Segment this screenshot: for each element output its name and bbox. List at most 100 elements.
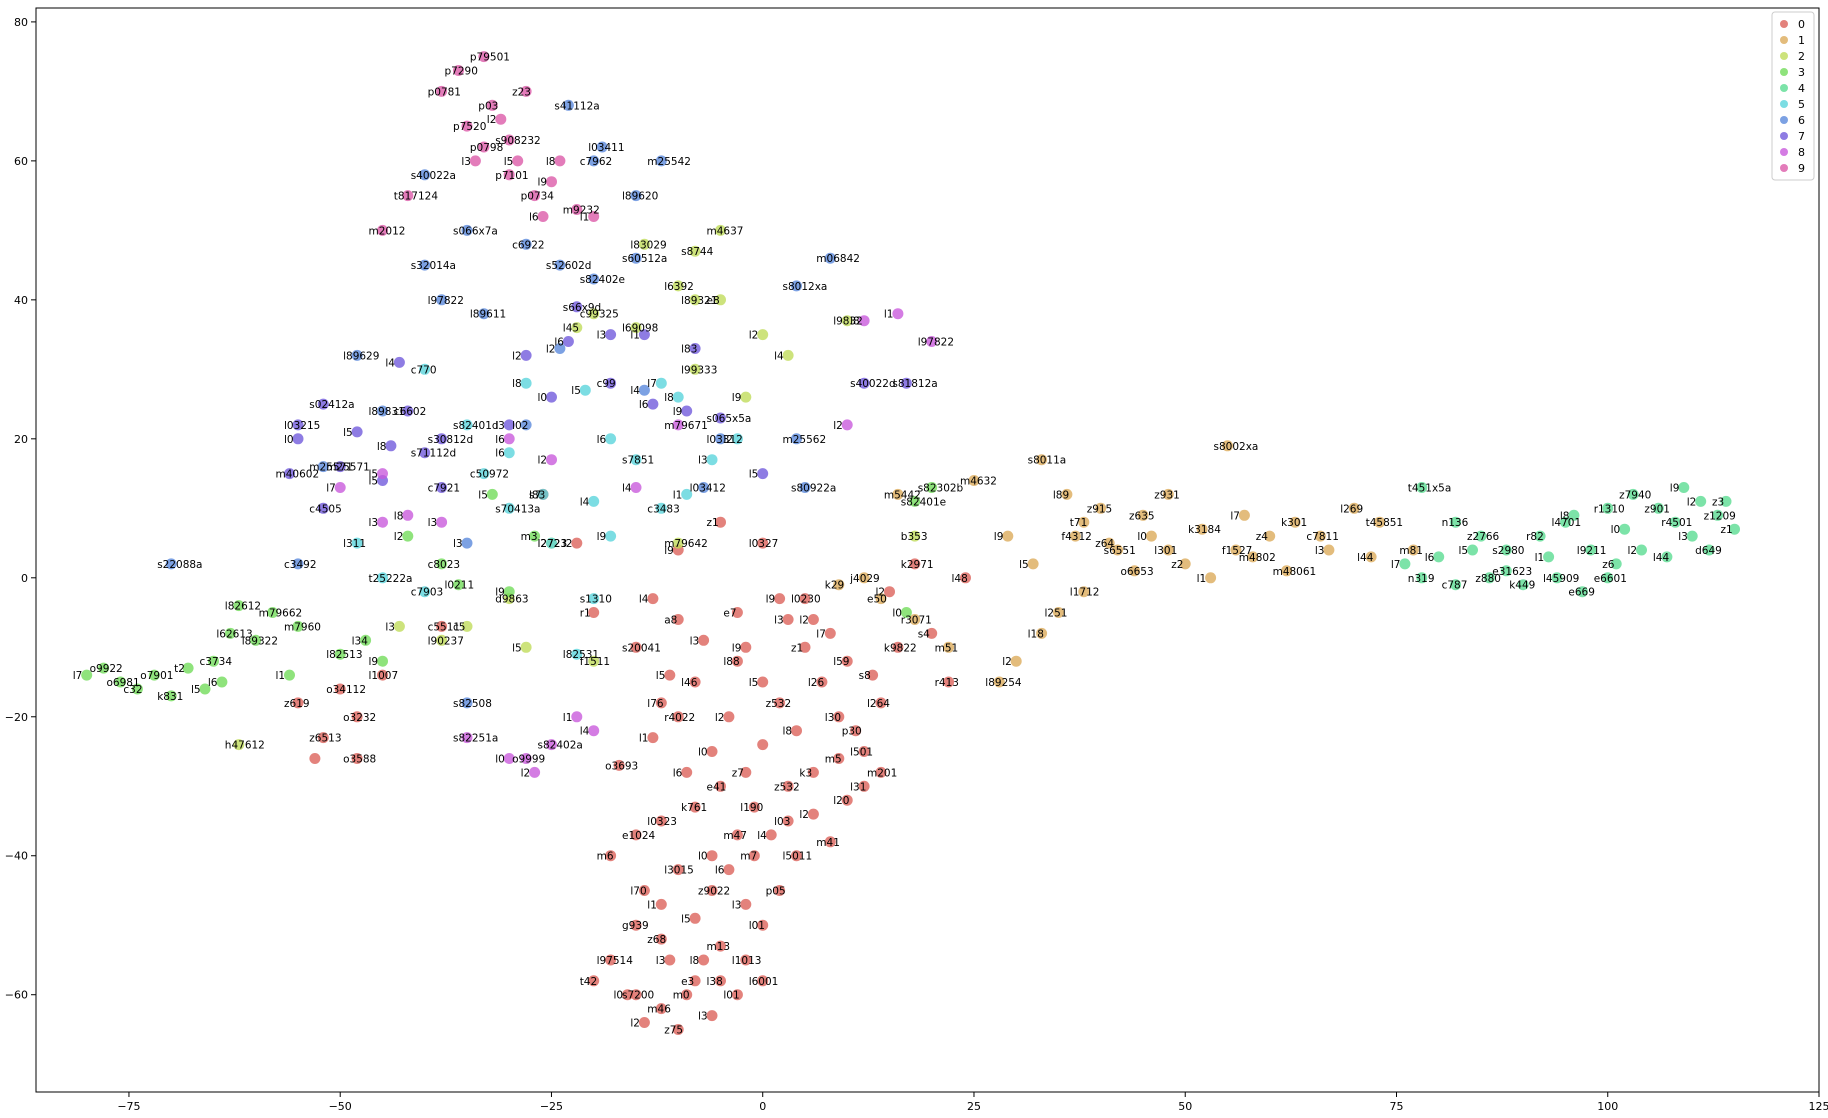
point-s1-6 xyxy=(1137,509,1149,521)
point-s4-4 xyxy=(1534,530,1546,542)
point-s0-26 xyxy=(706,885,718,896)
point-label-s7-19: s66x9d xyxy=(563,302,601,314)
point-label-s2-10: m4637 xyxy=(707,225,744,237)
point-label-s0-36: l26 xyxy=(808,677,825,689)
legend-label-7: 7 xyxy=(1798,130,1805,143)
point-s6-18 xyxy=(478,308,490,320)
y-tick-label-3: 0 xyxy=(21,572,28,585)
point-label-s0-14: l46 xyxy=(681,677,698,689)
point-s9-5 xyxy=(453,65,464,76)
point-s0-34 xyxy=(850,725,862,737)
point-s1-39 xyxy=(1323,544,1335,556)
point-label-s2-22: l9832 xyxy=(833,316,863,328)
point-s0-29 xyxy=(824,836,836,848)
point-label-s1-39: l3 xyxy=(1315,545,1325,557)
point-label-s1-12: c7811 xyxy=(1306,531,1339,543)
point-label-s0-25: m6 xyxy=(597,851,614,863)
point-label-s0-47: t42 xyxy=(580,976,597,988)
point-s2-9 xyxy=(588,308,600,320)
legend-marker-5 xyxy=(1780,100,1788,108)
point-s0-80 xyxy=(571,537,583,549)
point-s7-15 xyxy=(858,377,870,389)
point-s0-51 xyxy=(706,1010,718,1022)
point-s0-48 xyxy=(630,989,642,1001)
point-s7-5 xyxy=(402,405,414,417)
point-label-s3-5: o7901 xyxy=(140,670,173,682)
point-s0-59 xyxy=(757,919,769,931)
point-label-s6-14: m06842 xyxy=(816,253,860,265)
point-label-s9-2: s908232 xyxy=(495,135,541,147)
point-s0-43 xyxy=(960,572,971,584)
point-s1-11 xyxy=(1289,516,1301,528)
point-s3-25 xyxy=(81,669,93,681)
point-label-s8-17: l3 xyxy=(369,517,379,529)
point-s1-10 xyxy=(1264,530,1276,542)
point-label-s2-3: l90237 xyxy=(428,635,464,647)
point-label-s3-8: c32 xyxy=(123,684,142,696)
point-label-s5-6: l6 xyxy=(597,434,607,446)
point-s3-15 xyxy=(436,558,448,570)
point-label-s0-41: l2 xyxy=(876,587,886,599)
point-label-s1-0: s8002xa xyxy=(1214,441,1259,453)
point-label-s9-3: z23 xyxy=(512,86,531,98)
point-s4-15 xyxy=(1636,544,1647,556)
point-label-s0-61: l70 xyxy=(630,886,646,898)
point-label-s4-5: l4701 xyxy=(1552,517,1582,529)
point-label-s2-17: c5 xyxy=(453,621,465,633)
point-s0-75 xyxy=(672,614,684,625)
point-s1-32 xyxy=(1162,544,1174,556)
point-label-s9-6: p0781 xyxy=(428,86,461,98)
point-s4-5 xyxy=(1560,516,1571,528)
point-label-s0-29: m41 xyxy=(816,837,840,849)
point-label-s9-12: m9232 xyxy=(563,205,600,217)
point-label-s3-9: t2 xyxy=(174,663,185,675)
point-label-s0-53: l01 xyxy=(723,990,739,1002)
legend-marker-2 xyxy=(1780,52,1788,60)
x-tick-label-1: −50 xyxy=(329,1100,352,1113)
point-s9-0 xyxy=(377,224,388,236)
point-label-s0-81: s7 xyxy=(529,489,541,501)
point-s8-11 xyxy=(672,419,684,431)
legend-marker-7 xyxy=(1780,132,1788,140)
point-s9-3 xyxy=(520,85,532,97)
point-label-s3-1: l89322 xyxy=(242,635,278,647)
point-label-s1-27: e50 xyxy=(867,594,887,606)
point-label-s8-9: l6 xyxy=(495,434,505,446)
point-s7-27 xyxy=(681,405,693,417)
point-label-s1-3: l5 xyxy=(1019,559,1029,571)
point-label-s0-0: z619 xyxy=(284,698,310,710)
point-label-s0-93: l2 xyxy=(799,809,809,821)
point-s4-10 xyxy=(1669,516,1681,528)
point-label-s5-3: s70413a xyxy=(495,503,540,515)
legend-label-1: 1 xyxy=(1798,34,1805,47)
point-s3-1 xyxy=(250,634,262,646)
point-s5-6 xyxy=(605,433,617,445)
point-s0-61 xyxy=(638,885,650,896)
point-s3-2 xyxy=(233,600,245,612)
point-label-s0-49: m46 xyxy=(647,1004,671,1016)
point-s7-26 xyxy=(562,336,574,347)
point-s7-23 xyxy=(351,426,363,438)
point-s6-4 xyxy=(596,141,608,153)
point-label-s7-24: l4 xyxy=(385,357,395,369)
point-label-s7-13: s065x5a xyxy=(707,413,752,425)
point-label-s0-82: l9 xyxy=(664,545,674,557)
point-label-s0-60: l3 xyxy=(732,899,742,911)
point-s0-44 xyxy=(630,919,642,931)
point-label-s4-33: l6 xyxy=(1425,552,1435,564)
point-label-s0-95: l8 xyxy=(783,726,793,738)
point-label-s0-6: o34112 xyxy=(326,684,366,696)
point-s0-67 xyxy=(723,711,735,723)
point-s0-53 xyxy=(731,989,743,1001)
legend-marker-3 xyxy=(1780,68,1788,76)
y-tick-label-2: −20 xyxy=(5,711,28,724)
point-label-s6-11: s52602d xyxy=(546,260,592,272)
point-label-s2-6: b353 xyxy=(901,531,928,543)
point-s0-25 xyxy=(605,850,617,862)
point-label-s1-29: m4632 xyxy=(960,476,997,488)
point-label-s9-17: l8 xyxy=(546,156,556,168)
point-label-s2-0: h47612 xyxy=(225,740,265,752)
point-label-s5-8: c3483 xyxy=(647,503,680,515)
point-label-s2-20: l9 xyxy=(732,392,742,404)
point-s5-9 xyxy=(461,419,473,431)
